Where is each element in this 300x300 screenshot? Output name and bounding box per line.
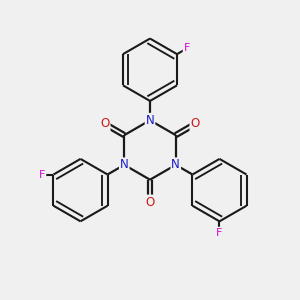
Text: F: F (39, 169, 45, 179)
Text: O: O (100, 118, 110, 130)
Text: F: F (216, 228, 223, 238)
Text: N: N (120, 158, 129, 171)
Text: N: N (146, 114, 154, 127)
Text: O: O (190, 118, 200, 130)
Text: O: O (146, 196, 154, 208)
Text: N: N (171, 158, 180, 171)
Text: F: F (184, 44, 190, 53)
